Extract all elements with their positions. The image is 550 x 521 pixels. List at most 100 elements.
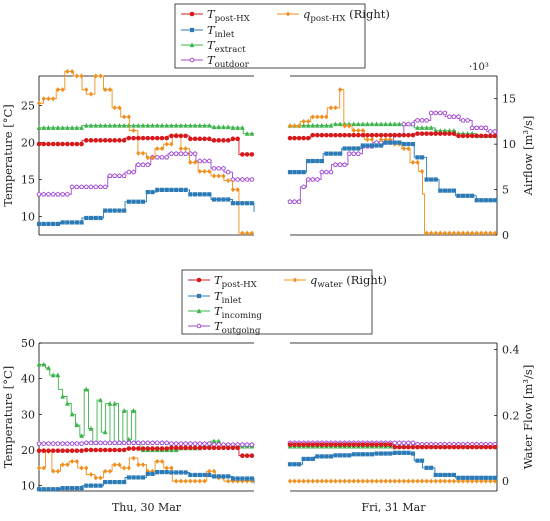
T_post-HX-fri-point <box>396 444 402 450</box>
T_outdoor-thu-point <box>239 176 245 182</box>
T_post-HX-thu-point <box>84 447 89 453</box>
legend-label: Tinlet <box>214 289 242 306</box>
T_inlet-fri-point <box>460 193 466 198</box>
T_inlet-thu-point <box>235 476 240 481</box>
T_post-HX-fri-point <box>396 132 402 138</box>
left-axis-title: Temperature [°C] <box>1 104 15 207</box>
T_inlet-fri-point <box>474 475 479 480</box>
T_inlet-fri-point <box>365 143 370 148</box>
T_post-HX-thu-point <box>150 446 155 451</box>
q_water-thu-point <box>188 478 193 484</box>
T_post-HX-thu-point <box>60 141 65 147</box>
T_extract-thu-point <box>187 122 193 128</box>
T_post-HX-fri-point <box>324 442 329 447</box>
T_extract-fri-point <box>437 128 443 133</box>
T_post-HX-fri-point <box>492 444 498 450</box>
right-axis-multiplier: ·10³ <box>469 62 489 73</box>
left-tick-label: 20 <box>21 137 35 150</box>
T_inlet-thu-point <box>150 471 155 476</box>
T_outdoor-fri-point <box>287 199 293 204</box>
T_post-HX-fri-point <box>365 442 370 447</box>
T_inlet-thu-point <box>41 487 46 492</box>
q_post-HX-fri-point <box>465 230 470 236</box>
T_post-HX-fri-point <box>328 442 334 447</box>
q_post-HX-fri-point <box>301 118 306 124</box>
q_post-HX-thu-point <box>211 173 217 179</box>
T_inlet-fri-point <box>483 475 488 480</box>
T_post-HX-thu-point <box>169 133 174 139</box>
T_inlet-fri-point <box>306 158 311 164</box>
T_outdoor-fri-point <box>474 125 480 130</box>
right-tick-label: 10 <box>502 138 516 151</box>
T_post-HX-thu-point <box>249 453 255 458</box>
T_inlet-fri-point <box>369 143 375 148</box>
legend-marker <box>285 11 291 17</box>
T_inlet-fri-point <box>442 188 447 193</box>
T_extract-thu-point <box>216 124 222 130</box>
q_post-HX-thu-point <box>88 91 94 97</box>
q_post-HX-fri-point <box>356 128 361 134</box>
T_post-HX-thu-point <box>197 136 203 142</box>
q_water-fri-point <box>401 478 406 484</box>
T_extract-fri-point <box>378 121 384 127</box>
T_outdoor-thu-point <box>192 151 198 156</box>
T_inlet-fri-point <box>374 143 379 148</box>
T_inlet-fri-point <box>374 451 379 456</box>
T_outdoor-thu-point <box>50 191 56 197</box>
T_inlet-thu-point <box>79 220 84 225</box>
q_water-fri-point <box>301 478 306 484</box>
T_outdoor-fri-point <box>442 110 448 116</box>
q_post-HX-thu-point <box>155 146 160 152</box>
T_outgoing-thu-point <box>102 440 108 446</box>
q_post-HX-fri-point <box>297 123 302 129</box>
legend-box <box>181 269 373 335</box>
T_post-HX-fri-point <box>360 442 366 447</box>
legend-marker <box>189 27 195 33</box>
T_post-HX-thu-point <box>178 133 184 139</box>
T_extract-fri-point <box>319 122 325 128</box>
T_outdoor-thu-point <box>178 151 184 156</box>
T_post-HX-fri-point <box>292 442 297 447</box>
T_extract-fri-point <box>383 121 389 127</box>
T_post-HX-thu-point <box>154 135 160 141</box>
T_post-HX-thu-point <box>216 138 222 143</box>
T_outdoor-thu-point <box>187 151 193 156</box>
right-tick-label: 5 <box>502 184 509 197</box>
T_post-HX-thu-point <box>136 135 141 141</box>
q_water-fri-point <box>447 478 452 484</box>
T_post-HX-fri-point <box>301 135 306 141</box>
T_inlet-thu-point <box>216 474 221 479</box>
x-tick-label: Fri, 31 Mar <box>362 501 427 514</box>
T_inlet-thu-point <box>98 483 103 488</box>
T_post-HX-thu-point <box>65 141 70 147</box>
T_inlet-fri-point <box>347 146 352 151</box>
T_inlet-thu-point <box>178 470 183 475</box>
T_extract-thu-point <box>74 125 80 130</box>
q_water-thu-point <box>107 468 113 474</box>
T_inlet-thu-point <box>60 486 65 491</box>
T_inlet-fri-point <box>342 146 347 151</box>
left-tick-label: 40 <box>21 373 35 386</box>
T_post-HX-thu-point <box>225 445 231 451</box>
q_post-HX-thu-point <box>41 96 46 102</box>
T_post-HX-fri-point <box>374 442 379 447</box>
T_extract-fri-point <box>387 121 393 127</box>
T_post-HX-fri-point <box>337 442 343 447</box>
T_post-HX-fri-point <box>456 133 461 139</box>
T_post-HX-fri-point <box>437 131 443 136</box>
q_water-fri-point <box>315 478 320 484</box>
q_water-thu-point <box>226 478 231 484</box>
q_post-HX-fri-point <box>488 230 493 236</box>
T_post-HX-fri-point <box>319 442 325 447</box>
T_post-HX-thu-point <box>69 141 75 147</box>
q_post-HX-fri-point <box>433 230 438 236</box>
T_post-HX-thu-point <box>36 141 42 147</box>
T_post-HX-fri-point <box>369 442 375 447</box>
T_incoming-thu-point <box>102 429 108 435</box>
T_outgoing-thu-point <box>36 440 42 446</box>
bottom-chart: 10 20 30 40 50 0 0.2 0.4 Temperature [°C] Water F… <box>1 269 535 514</box>
T_outgoing-thu-point <box>154 440 160 446</box>
T_outdoor-thu-point <box>93 184 99 190</box>
q_water-thu-point <box>88 472 94 478</box>
T_post-HX-thu-point <box>88 138 94 143</box>
